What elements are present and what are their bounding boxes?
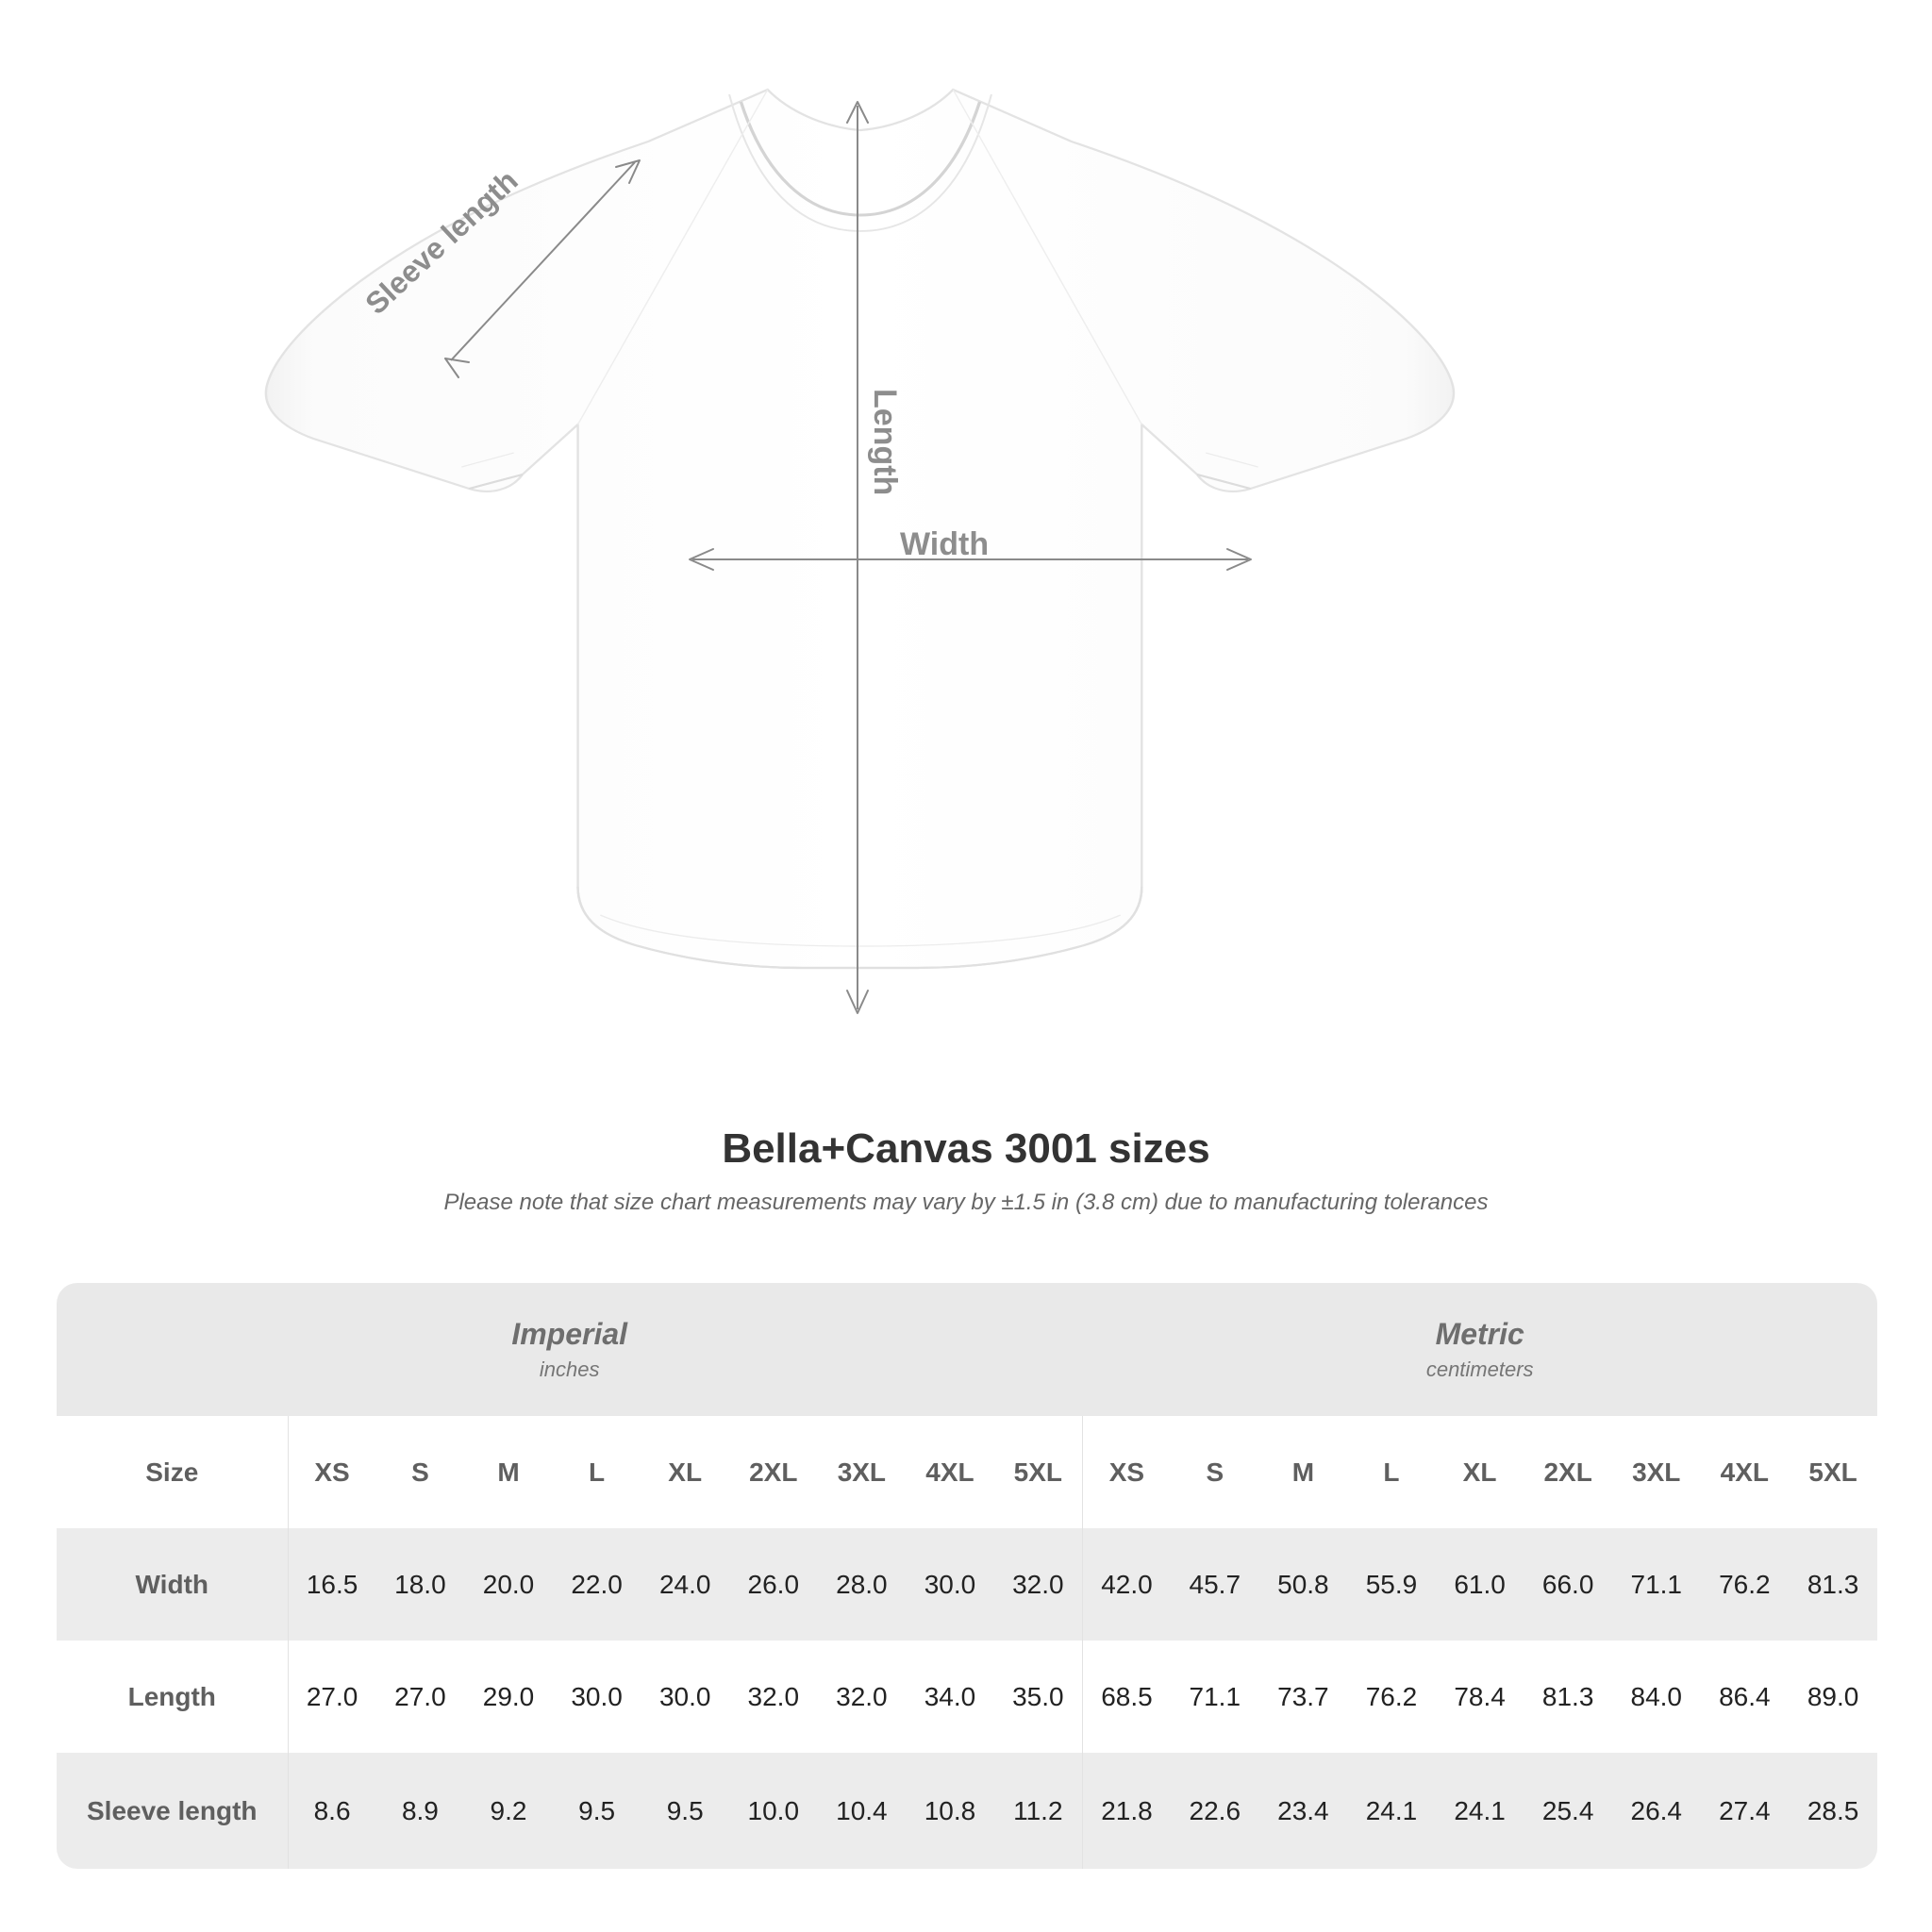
svg-text:Width: Width <box>900 526 989 562</box>
svg-text:Length: Length <box>867 389 903 495</box>
